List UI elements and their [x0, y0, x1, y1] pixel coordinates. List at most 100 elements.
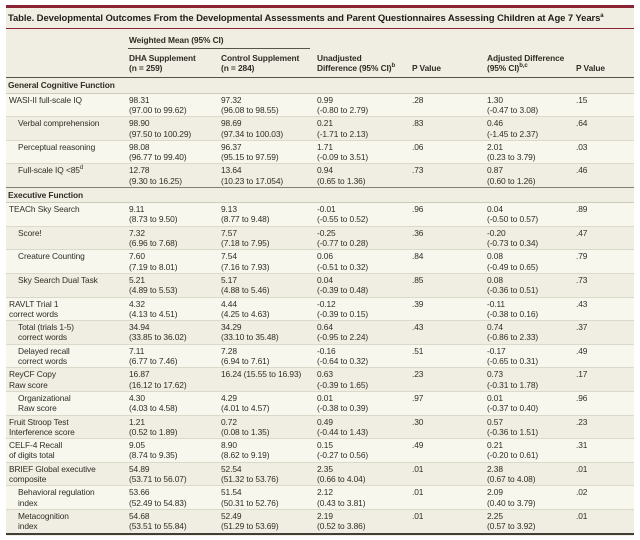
cell-dha-mean: 7.60 (7.19 to 8.01) [129, 251, 178, 272]
cell-adjusted-difference: 0.08 (-0.49 to 0.65) [487, 251, 539, 272]
cell-control-mean: 8.90 (8.62 to 9.19) [221, 440, 270, 461]
cell-unadjusted-difference: 0.63 (-0.39 to 1.65) [317, 369, 369, 390]
cell-p-value-unadjusted: .06 [412, 141, 424, 152]
row-label: CELF-4 Recall of digits total [9, 440, 63, 461]
table-row: TEACh Sky Search 9.11 (8.73 to 9.50) 9.13 (8… [6, 203, 634, 226]
cell-p-value-adjusted: .79 [576, 251, 588, 262]
cell-adjusted-difference: 2.25 (0.57 to 3.92) [487, 510, 536, 532]
cell-adjusted-difference: 2.09 (0.40 to 3.79) [487, 487, 536, 508]
cell-p-value-unadjusted: .23 [412, 369, 424, 380]
row-label: Delayed recall correct words [18, 345, 70, 367]
cell-adjusted-difference: 0.87 (0.60 to 1.26) [487, 165, 536, 186]
cell-p-value-adjusted: .73 [576, 274, 588, 285]
cell-unadjusted-difference: 2.35 (0.66 to 4.04) [317, 463, 366, 485]
row-label: Full-scale IQ <85d [18, 165, 84, 176]
cell-adjusted-difference: 0.21 (-0.20 to 0.61) [487, 440, 539, 461]
cell-unadjusted-difference: 0.99 (-0.80 to 2.79) [317, 94, 369, 115]
cell-control-mean: 9.13 (8.77 to 9.48) [221, 204, 270, 225]
table-row: Verbal comprehension 98.90 (97.50 to 100.2… [6, 116, 634, 140]
table-row: ReyCF Copy Raw score 16.87 (16.12 to 17.62)… [6, 367, 634, 391]
cell-p-value-adjusted: .02 [576, 487, 588, 498]
cell-unadjusted-difference: -0.25 (-0.77 to 0.28) [317, 227, 369, 249]
cell-control-mean: 5.17 (4.88 to 5.46) [221, 274, 270, 296]
cell-dha-mean: 9.05 (8.74 to 9.35) [129, 440, 178, 461]
cell-control-mean: 52.54 (51.32 to 53.76) [221, 463, 279, 485]
cell-dha-mean: 9.11 (8.73 to 9.50) [129, 204, 178, 225]
column-header-control: Control Supplement (n = 284) [221, 53, 300, 74]
table-title-text: Table. Developmental Outcomes From the D… [8, 13, 601, 24]
table-row: Organizational Raw score 4.30 (4.03 to 4.58… [6, 390, 634, 415]
cell-control-mean: 13.64 (10.23 to 17.054) [221, 165, 284, 186]
cell-dha-mean: 98.90 (97.50 to 100.29) [129, 118, 192, 139]
cell-unadjusted-difference: 0.21 (-1.71 to 2.13) [317, 118, 369, 139]
column-header-p-value-adjusted: P Value [576, 63, 605, 74]
cell-unadjusted-difference: -0.12 (-0.39 to 0.15) [317, 298, 369, 319]
cell-p-value-adjusted: .47 [576, 227, 588, 238]
cell-unadjusted-difference: 0.15 (-0.27 to 0.56) [317, 440, 369, 461]
cell-p-value-adjusted: .49 [576, 345, 588, 356]
outcomes-table: Table. Developmental Outcomes From the D… [6, 5, 634, 536]
cell-p-value-unadjusted: .01 [412, 510, 424, 521]
column-header-p-value-unadjusted: P Value [412, 63, 441, 74]
row-label: ReyCF Copy Raw score [9, 369, 56, 390]
cell-unadjusted-difference: 0.64 (-0.95 to 2.24) [317, 322, 369, 343]
column-header-dha: DHA Supplement (n = 259) [129, 53, 196, 74]
cell-dha-mean: 54.89 (53.71 to 56.07) [129, 463, 187, 485]
section-header: Executive Function [6, 186, 634, 204]
cell-p-value-adjusted: .15 [576, 94, 588, 105]
cell-p-value-unadjusted: .96 [412, 204, 424, 215]
cell-adjusted-difference: -0.20 (-0.73 to 0.34) [487, 227, 539, 249]
cell-p-value-adjusted: .89 [576, 204, 588, 215]
footnote-mark: d [79, 165, 84, 172]
cell-p-value-adjusted: .17 [576, 369, 588, 380]
column-header-adjusted-difference: Adjusted Difference (95% CI)b,c [487, 53, 565, 74]
cell-adjusted-difference: 0.74 (-0.86 to 2.33) [487, 322, 539, 343]
cell-p-value-adjusted: .01 [576, 463, 588, 474]
footnote-mark: b,c [519, 63, 528, 70]
cell-adjusted-difference: 0.57 (-0.36 to 1.51) [487, 416, 539, 437]
cell-unadjusted-difference: 0.94 (0.65 to 1.36) [317, 165, 366, 186]
cell-dha-mean: 53.66 (52.49 to 54.83) [129, 487, 187, 508]
accent-rule-top [6, 5, 634, 8]
accent-rule-under-title [6, 28, 634, 29]
cell-control-mean: 4.29 (4.01 to 4.57) [221, 392, 270, 414]
cell-p-value-unadjusted: .30 [412, 416, 424, 427]
cell-p-value-adjusted: .23 [576, 416, 588, 427]
cell-dha-mean: 7.11 (6.77 to 7.46) [129, 345, 178, 367]
table-row: Score! 7.32 (6.96 to 7.68) 7.57 (7.18 to 7.9… [6, 225, 634, 250]
table-row: Sky Search Dual Task 5.21 (4.89 to 5.53) 5.… [6, 272, 634, 297]
cell-p-value-unadjusted: .84 [412, 251, 424, 262]
cell-control-mean: 98.69 (97.34 to 100.03) [221, 118, 284, 139]
cell-control-mean: 16.24 (15.55 to 16.93) [221, 369, 302, 380]
row-label: Metacognition index [18, 510, 69, 532]
table-row: WASI-II full-scale IQ 98.31 (97.00 to 99.6… [6, 93, 634, 117]
table-bottom-rule [6, 532, 634, 535]
cell-dha-mean: 12.78 (9.30 to 16.25) [129, 165, 182, 186]
table-row: Total (trials 1-5) correct words 34.94 (33.… [6, 320, 634, 344]
row-label: Organizational Raw score [18, 392, 71, 414]
cell-adjusted-difference: 2.38 (0.67 to 4.08) [487, 463, 536, 485]
row-label: Perceptual reasoning [18, 141, 96, 152]
row-label: Creature Counting [18, 251, 85, 262]
cell-p-value-adjusted: .96 [576, 392, 588, 403]
table-row: Full-scale IQ <85d 12.78 (9.30 to 16.25) 13… [6, 163, 634, 187]
cell-unadjusted-difference: -0.16 (-0.64 to 0.32) [317, 345, 369, 367]
table-row: Delayed recall correct words 7.11 (6.77 to … [6, 343, 634, 368]
cell-control-mean: 51.54 (50.31 to 52.76) [221, 487, 279, 508]
column-header-unadjusted-difference: Unadjusted Difference (95% CI)b [317, 53, 396, 74]
table-body: General Cognitive Function WASI-II full-s… [6, 78, 634, 532]
cell-unadjusted-difference: 0.04 (-0.39 to 0.48) [317, 274, 369, 296]
cell-p-value-unadjusted: .39 [412, 298, 424, 309]
footnote-mark: b [391, 63, 396, 70]
cell-p-value-unadjusted: .51 [412, 345, 424, 356]
cell-adjusted-difference: 1.30 (-0.47 to 3.08) [487, 94, 539, 115]
cell-dha-mean: 54.68 (53.51 to 55.84) [129, 510, 187, 532]
cell-p-value-unadjusted: .43 [412, 322, 424, 333]
cell-control-mean: 4.44 (4.25 to 4.63) [221, 298, 270, 319]
cell-unadjusted-difference: 2.19 (0.52 to 3.86) [317, 510, 366, 532]
table-title: Table. Developmental Outcomes From the D… [6, 8, 634, 28]
cell-adjusted-difference: 2.01 (0.23 to 3.79) [487, 141, 536, 163]
table-row: CELF-4 Recall of digits total 9.05 (8.74 to… [6, 438, 634, 462]
cell-adjusted-difference: 0.73 (-0.31 to 1.78) [487, 369, 539, 390]
row-label: RAVLT Trial 1 correct words [9, 298, 59, 319]
